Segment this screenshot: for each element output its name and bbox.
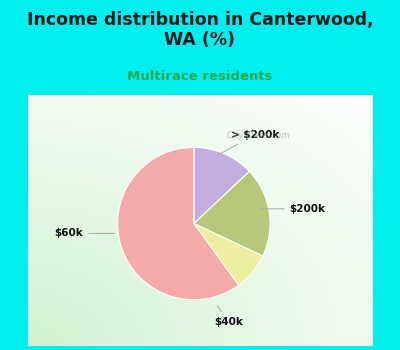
Wedge shape [194,147,250,224]
Text: $200k: $200k [260,204,326,214]
Wedge shape [194,172,270,256]
Wedge shape [194,224,263,285]
Text: City-Data.com: City-Data.com [227,131,291,140]
Text: Multirace residents: Multirace residents [127,70,273,83]
Text: Income distribution in Canterwood,
WA (%): Income distribution in Canterwood, WA (%… [27,10,373,49]
Text: > $200k: > $200k [218,130,279,155]
Wedge shape [118,147,239,300]
Text: $60k: $60k [54,229,115,238]
Text: $40k: $40k [214,306,243,327]
